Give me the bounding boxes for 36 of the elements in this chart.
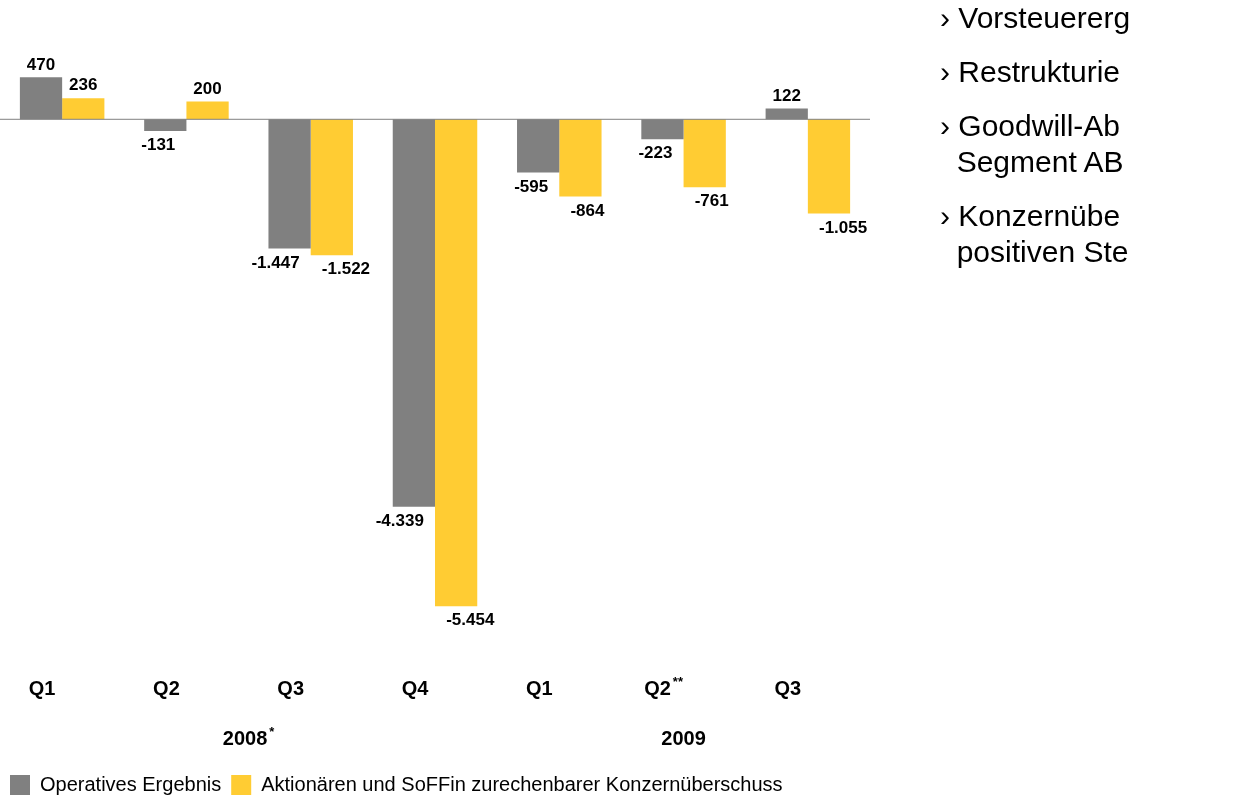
bar [186,101,229,120]
bar [62,98,105,120]
x-tick-label: Q3 [774,677,802,699]
text: › Restrukturie [940,54,1122,90]
data-label: -1.522 [321,259,371,279]
legend-label: Aktionären und SoFFin zurechenbarer Konzernüberschuss [261,772,783,795]
data-label: -131 [141,135,176,155]
x-tick-label: Q2** [644,674,684,699]
bar [683,119,726,188]
x-tick-label: Q1 [28,677,56,699]
legend-label: Operatives Ergebnis [40,772,222,795]
data-label: -1.447 [251,252,300,272]
bar [310,119,353,256]
data-label: -223 [638,143,673,163]
data-label: -761 [694,191,729,211]
data-label: 470 [26,54,56,74]
text: › Vorsteuererg [940,0,1132,36]
data-label: -595 [514,176,549,196]
x-tick-label: Q3 [277,677,305,699]
text: 2008* [222,724,276,749]
x-tick-label: Q1 [525,677,553,699]
data-label: -1.055 [818,217,868,237]
data-label: 122 [772,85,801,105]
text: 2009 [661,727,706,749]
x-tick-label: Q2 [153,677,180,699]
bar [435,119,478,607]
bar [559,119,602,197]
text: › Goodwill-Ab Segment AB [940,108,1125,180]
x-tick-label: Q4 [401,677,430,699]
data-label: -4.339 [375,510,424,530]
data-label: -5.454 [446,610,495,630]
bar [807,119,851,214]
text: › Konzernübe positiven Ste [940,198,1130,270]
data-label: 236 [69,75,98,95]
data-label: -864 [570,200,605,220]
data-label: 200 [193,78,222,98]
